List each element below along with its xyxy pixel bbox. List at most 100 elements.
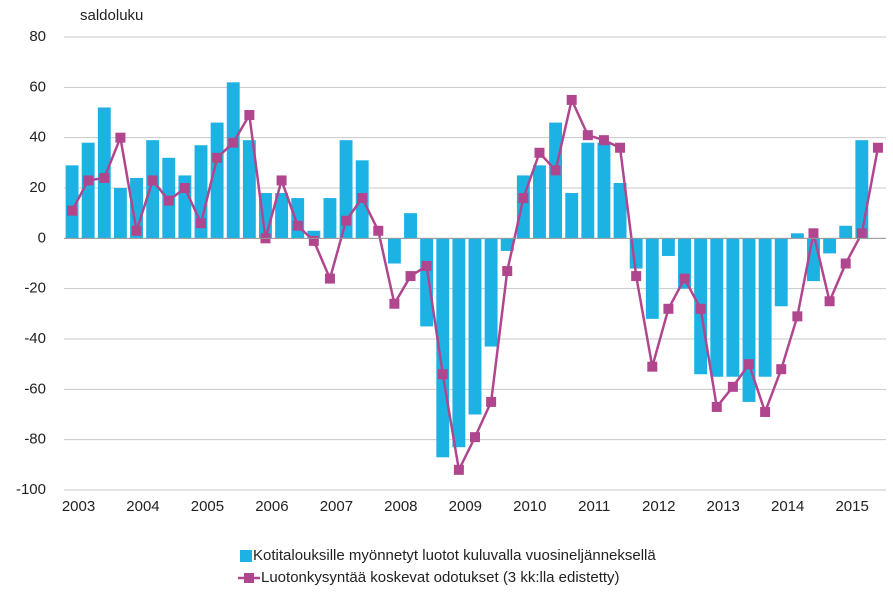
marker (228, 137, 239, 148)
marker (486, 396, 497, 407)
y-tick-label: -100 (16, 481, 46, 498)
bar (97, 107, 111, 239)
marker (341, 215, 352, 226)
marker (824, 296, 835, 307)
marker (437, 369, 448, 380)
y-tick-label: -60 (24, 380, 46, 397)
bar (339, 140, 353, 239)
marker (615, 142, 626, 153)
marker (792, 311, 803, 322)
y-tick-label: 80 (29, 28, 46, 45)
marker (324, 273, 335, 284)
bar (81, 142, 95, 239)
marker (663, 303, 674, 314)
bar (113, 188, 127, 239)
bar (758, 238, 772, 377)
legend-swatch (244, 573, 254, 583)
marker (550, 165, 561, 176)
bar (275, 193, 289, 239)
legend-swatch (240, 550, 252, 562)
marker (744, 359, 754, 370)
marker (373, 225, 384, 236)
marker (421, 261, 432, 272)
marker (389, 298, 400, 309)
marker (470, 432, 480, 443)
marker (83, 175, 94, 186)
marker (598, 135, 609, 146)
bar (484, 238, 498, 347)
marker (808, 228, 819, 239)
bar (613, 182, 627, 239)
bar (710, 238, 724, 377)
marker (776, 364, 787, 375)
y-tick-label: 20 (29, 179, 46, 196)
bar (839, 225, 853, 239)
marker (115, 132, 126, 143)
bar (855, 140, 869, 239)
bar (645, 238, 659, 319)
marker (308, 235, 319, 246)
y-axis-label: saldoluku (80, 7, 143, 24)
marker (679, 273, 690, 284)
x-tick-label: 2007 (320, 498, 353, 515)
legend-label: Kotitalouksille myönnetyt luotot kuluval… (253, 547, 656, 564)
marker (582, 130, 593, 141)
marker (163, 195, 174, 206)
x-tick-label: 2004 (126, 498, 159, 515)
y-tick-label: -80 (24, 431, 46, 448)
x-tick-label: 2013 (707, 498, 740, 515)
marker (196, 218, 206, 229)
bar (242, 140, 256, 239)
marker (534, 147, 545, 158)
bar (468, 238, 482, 415)
bar (581, 142, 595, 239)
x-tick-label: 2005 (191, 498, 224, 515)
bar (533, 165, 546, 239)
marker (179, 183, 190, 193)
marker (518, 193, 529, 204)
bar (565, 193, 579, 239)
marker (453, 464, 464, 475)
bar (774, 238, 788, 307)
bar (823, 238, 837, 254)
bar (597, 142, 611, 239)
bar (549, 122, 563, 239)
marker (760, 406, 771, 417)
x-tick-label: 2008 (384, 498, 417, 515)
marker (357, 193, 368, 204)
marker (502, 266, 513, 277)
x-tick-label: 2006 (255, 498, 288, 515)
bar (387, 238, 401, 264)
y-tick-label: 40 (29, 129, 46, 146)
bar (146, 140, 160, 239)
marker (67, 205, 78, 216)
bar (307, 230, 321, 239)
x-tick-label: 2010 (513, 498, 546, 515)
marker (631, 271, 642, 282)
bar (500, 238, 514, 251)
marker (147, 175, 158, 186)
bar (661, 238, 675, 256)
marker (727, 381, 738, 392)
marker (212, 152, 223, 163)
marker (840, 258, 851, 269)
marker (131, 225, 142, 236)
x-tick-label: 2011 (578, 498, 610, 515)
x-tick-label: 2014 (771, 498, 804, 515)
bar (323, 198, 337, 239)
marker (872, 142, 883, 153)
marker (566, 94, 577, 105)
bar (452, 238, 466, 448)
bar (291, 198, 305, 239)
bar (65, 165, 79, 239)
marker (99, 172, 110, 183)
y-tick-label: -20 (24, 280, 46, 297)
bar (404, 213, 417, 239)
bar (210, 122, 224, 239)
y-tick-label: 60 (29, 78, 46, 95)
marker (405, 271, 416, 282)
bar (226, 82, 240, 239)
bar (790, 233, 804, 239)
x-tick-label: 2015 (835, 498, 868, 515)
